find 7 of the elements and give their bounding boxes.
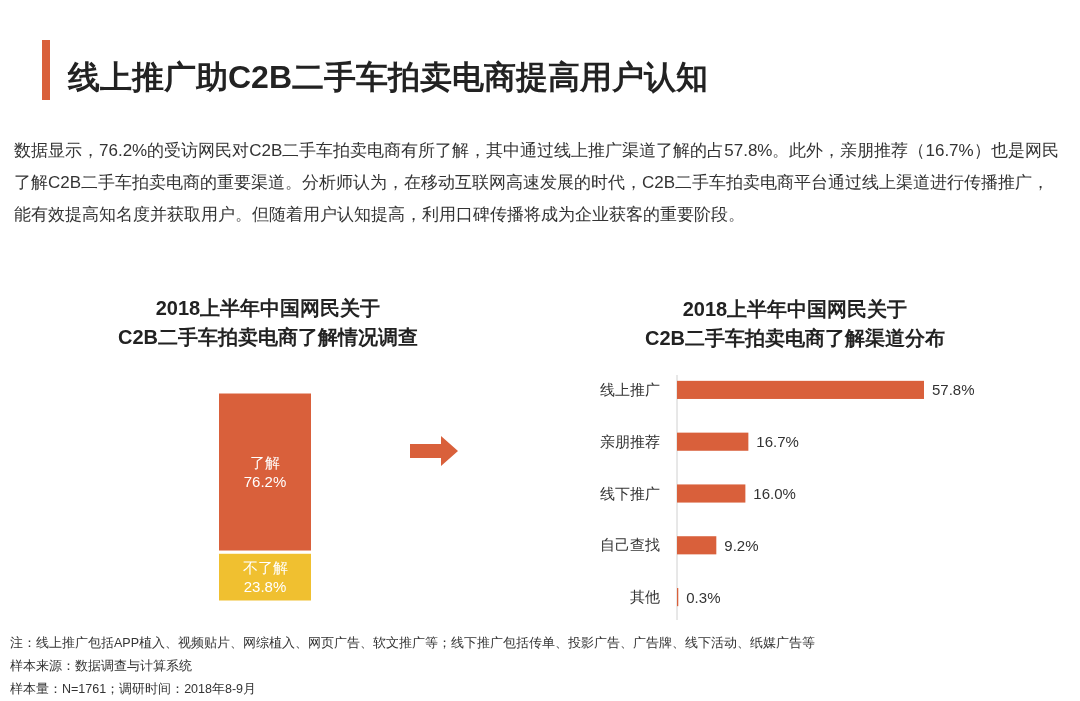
annotation: 样本来源：数据调查与计算系统 bbox=[10, 659, 192, 673]
subtitle: 能有效提高知名度并获取用户。但随着用户认知提高，利用口碑传播将成为企业获客的重要阶段。 bbox=[14, 205, 745, 224]
subtitle: 了解C2B二手车拍卖电商的重要渠道。分析师认为，在移动互联网高速发展的时代，C2B二手车拍卖电商平台通过线上渠道进行传播推广， bbox=[14, 173, 1050, 192]
annotation: 注：线上推广包括APP植入、视频贴片、网综植入、网页广告、软文推广等；线下推广包括传单、投影广告、广告牌、线下活动、纸媒广告等 bbox=[10, 636, 815, 650]
annotation: 样本量：N=1761；调研时间：2018年8-9月 bbox=[10, 682, 256, 696]
title: 线上推广助C2B二手车拍卖电商提高用户认知 bbox=[68, 59, 708, 95]
subtitle: 数据显示，76.2%的受访网民对C2B二手车拍卖电商有所了解，其中通过线上推广渠道了解的占57.8%。此外，亲朋推荐（16.7%）也是网民 bbox=[14, 141, 1059, 160]
